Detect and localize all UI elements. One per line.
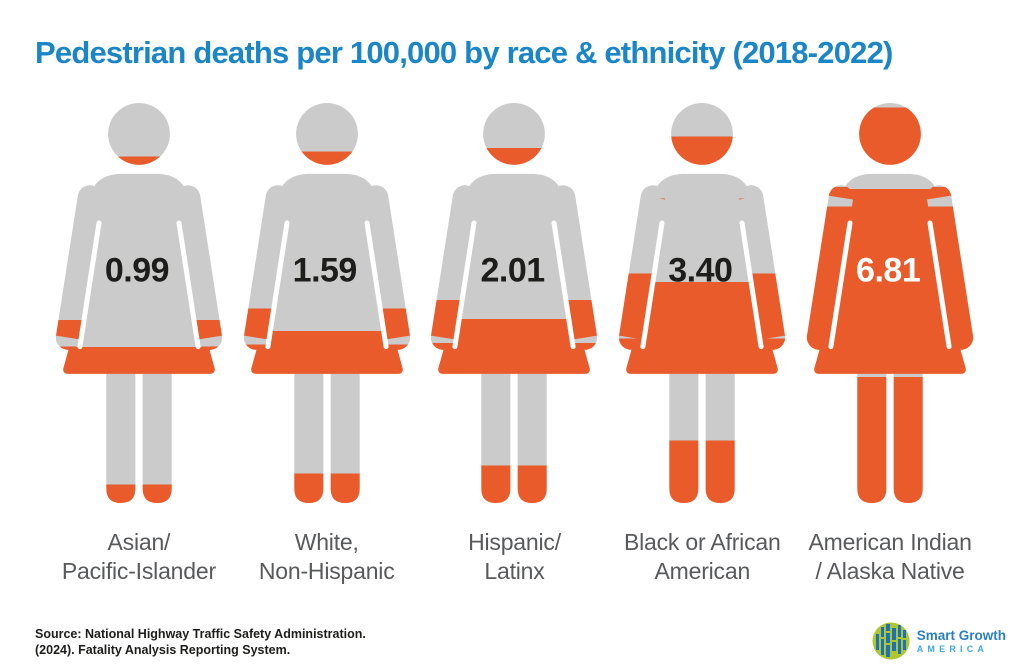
logo-wordmark-line2: AMERICA (916, 643, 989, 654)
figure-column-white-non-hispanic: 1.59 White, Non-Hispanic (233, 103, 421, 586)
category-label-line1: American Indian (808, 529, 972, 555)
person-pictogram: 3.40 (611, 103, 793, 503)
category-label-line1: Asian/ (107, 529, 171, 555)
figure-column-asian-pacific-islander: 0.99 Asian/ Pacific-Islander (45, 103, 233, 586)
category-label: Hispanic/ Latinx (468, 528, 561, 586)
person-pictogram: 1.59 (236, 103, 418, 503)
smart-growth-america-logo: Smart Growth AMERICA (872, 622, 1006, 660)
figure-column-hispanic-latinx: 2.01 Hispanic/ Latinx (421, 103, 609, 586)
category-label: White, Non-Hispanic (259, 528, 395, 586)
source-note: Source: National Highway Traffic Safety … (35, 626, 366, 658)
person-pictogram: 2.01 (423, 103, 605, 503)
figure-column-black-or-african-american: 3.40 Black or African American (608, 103, 796, 586)
source-line-1: Source: National Highway Traffic Safety … (35, 627, 366, 641)
figure-value-2: 2.01 (480, 251, 545, 290)
person-icon (48, 103, 230, 503)
person-icon (236, 103, 418, 503)
person-icon (423, 103, 605, 503)
figure-value-3: 3.40 (668, 251, 733, 290)
category-label-line2: Latinx (484, 558, 545, 584)
person-pictogram: 6.81 (799, 103, 981, 503)
category-label-line2: Non-Hispanic (258, 558, 395, 584)
figure-column-american-indian-alaska-native: 6.81 American Indian / Alaska Native (796, 103, 984, 586)
figures-row: 0.99 Asian/ Pacific-Islander 1.59 White,… (45, 103, 984, 586)
chart-title: Pedestrian deaths per 100,000 by race & … (35, 34, 893, 70)
category-label-line1: Hispanic/ (468, 529, 561, 555)
category-label-line2: American (654, 558, 751, 584)
category-label-line2: Pacific-Islander (61, 558, 216, 584)
person-icon (611, 103, 793, 503)
person-pictogram: 0.99 (48, 103, 230, 503)
category-label: American Indian / Alaska Native (808, 528, 971, 586)
logo-mosaic-icon (872, 622, 910, 660)
logo-wordmark: Smart Growth AMERICA (917, 628, 1006, 655)
logo-wordmark-line1: Smart Growth (916, 627, 1006, 643)
category-label-line1: Black or African (623, 529, 781, 555)
figure-value-4: 6.81 (856, 251, 921, 290)
category-label: Black or African American (624, 528, 781, 586)
person-icon (799, 103, 981, 503)
category-label-line1: White, (294, 529, 359, 555)
figure-value-0: 0.99 (104, 251, 170, 290)
figure-value-1: 1.59 (292, 251, 358, 290)
source-line-2: (2024). Fatality Analysis Reporting Syst… (35, 643, 291, 657)
category-label-line2: / Alaska Native (815, 558, 965, 584)
category-label: Asian/ Pacific-Islander (62, 528, 216, 586)
